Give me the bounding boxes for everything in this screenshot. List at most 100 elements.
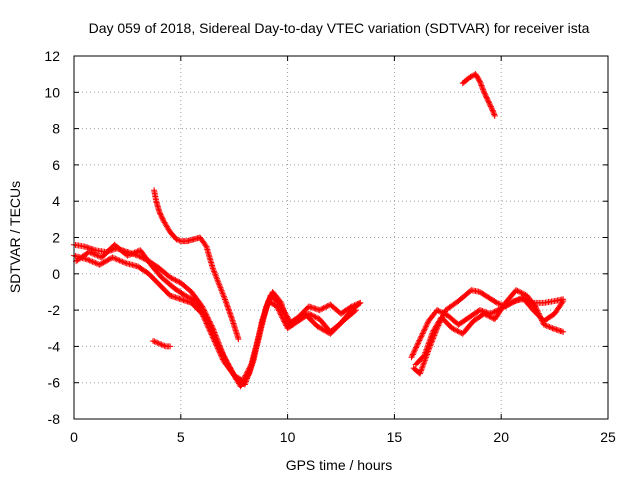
data-point — [485, 99, 492, 106]
data-point — [203, 314, 210, 321]
data-point — [219, 350, 226, 357]
data-point — [483, 312, 490, 319]
data-point — [258, 317, 265, 324]
series-track-d — [151, 187, 242, 343]
data-point — [536, 313, 543, 320]
data-point — [173, 236, 180, 243]
data-point — [109, 254, 116, 261]
data-point — [213, 338, 220, 345]
data-point — [128, 250, 135, 257]
data-point — [414, 341, 421, 348]
x-tick-label: 10 — [280, 429, 296, 445]
data-point — [220, 292, 227, 299]
data-point — [120, 259, 127, 266]
data-point — [260, 312, 267, 319]
data-point — [418, 333, 425, 340]
data-point — [511, 298, 518, 305]
data-point — [468, 73, 475, 80]
data-point — [421, 351, 428, 357]
series-track-e — [150, 337, 174, 350]
data-point — [278, 312, 285, 319]
data-point — [99, 260, 106, 267]
data-point — [487, 103, 494, 110]
data-point — [221, 295, 228, 302]
data-point — [479, 85, 486, 92]
data-point — [218, 349, 225, 356]
data-point — [220, 293, 227, 300]
y-tick-label: 0 — [52, 266, 60, 282]
series-track-c — [73, 241, 359, 388]
data-point — [211, 332, 218, 339]
data-point — [205, 320, 212, 327]
data-point — [560, 328, 567, 335]
data-point — [321, 304, 328, 311]
data-point — [216, 345, 223, 352]
data-point — [467, 74, 474, 81]
data-point — [175, 278, 182, 285]
data-point — [131, 249, 138, 256]
data-point — [85, 249, 92, 256]
data-point — [319, 305, 326, 312]
data-point — [481, 90, 488, 97]
data-point — [97, 260, 104, 267]
data-point — [110, 255, 117, 262]
data-point — [246, 369, 253, 376]
data-point — [429, 330, 436, 337]
data-point — [235, 336, 242, 343]
data-point — [532, 303, 539, 310]
data-point — [88, 258, 95, 265]
data-point — [215, 280, 222, 287]
data-point — [204, 315, 211, 322]
y-tick-label: 12 — [44, 48, 60, 64]
data-point — [100, 259, 107, 266]
data-point — [247, 365, 254, 372]
data-point — [180, 291, 187, 298]
data-point — [124, 252, 131, 259]
data-point — [261, 310, 268, 317]
data-point — [190, 296, 197, 303]
data-point — [482, 93, 489, 100]
data-point — [510, 299, 517, 306]
data-point — [314, 323, 321, 330]
data-point — [88, 250, 95, 257]
data-point — [210, 331, 217, 338]
data-point — [136, 253, 143, 260]
data-point — [483, 94, 490, 101]
data-point — [215, 342, 222, 349]
data-point — [186, 294, 193, 301]
data-point — [484, 97, 491, 104]
data-point — [266, 297, 273, 304]
data-point — [248, 363, 255, 370]
data-point — [317, 324, 324, 331]
data-point — [481, 310, 488, 317]
data-point — [539, 318, 546, 325]
data-point — [173, 277, 180, 284]
data-point — [421, 326, 428, 333]
y-tick-label: 4 — [52, 193, 60, 209]
data-point — [481, 89, 488, 96]
data-point — [423, 322, 430, 329]
data-point — [482, 91, 489, 98]
data-point — [409, 352, 416, 359]
data-point — [490, 110, 497, 117]
data-point — [454, 327, 461, 334]
data-point — [156, 209, 163, 216]
y-tick-label: -6 — [48, 375, 61, 391]
data-point — [218, 347, 225, 354]
data-point — [439, 309, 446, 316]
data-point — [422, 348, 429, 355]
data-point — [210, 266, 217, 273]
data-point — [171, 276, 178, 283]
data-point — [259, 316, 266, 323]
data-point — [322, 327, 329, 334]
data-point — [220, 352, 227, 359]
data-point — [213, 274, 220, 281]
data-point — [490, 309, 497, 316]
data-point — [216, 281, 223, 288]
data-point — [513, 287, 520, 294]
data-point — [495, 300, 502, 307]
data-point — [318, 325, 325, 332]
data-point — [411, 348, 418, 355]
data-point — [187, 295, 194, 302]
